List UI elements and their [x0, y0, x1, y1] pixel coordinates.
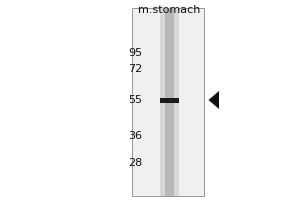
Text: m.stomach: m.stomach: [138, 5, 201, 15]
Text: 28: 28: [128, 158, 142, 168]
Text: 95: 95: [128, 48, 142, 58]
Bar: [160, 98, 178, 102]
Text: 55: 55: [128, 95, 142, 105]
Polygon shape: [208, 91, 219, 109]
Text: 72: 72: [128, 64, 142, 74]
Bar: [160, 8, 178, 196]
Text: 36: 36: [128, 131, 142, 141]
Bar: [132, 8, 204, 196]
Bar: [165, 8, 174, 196]
